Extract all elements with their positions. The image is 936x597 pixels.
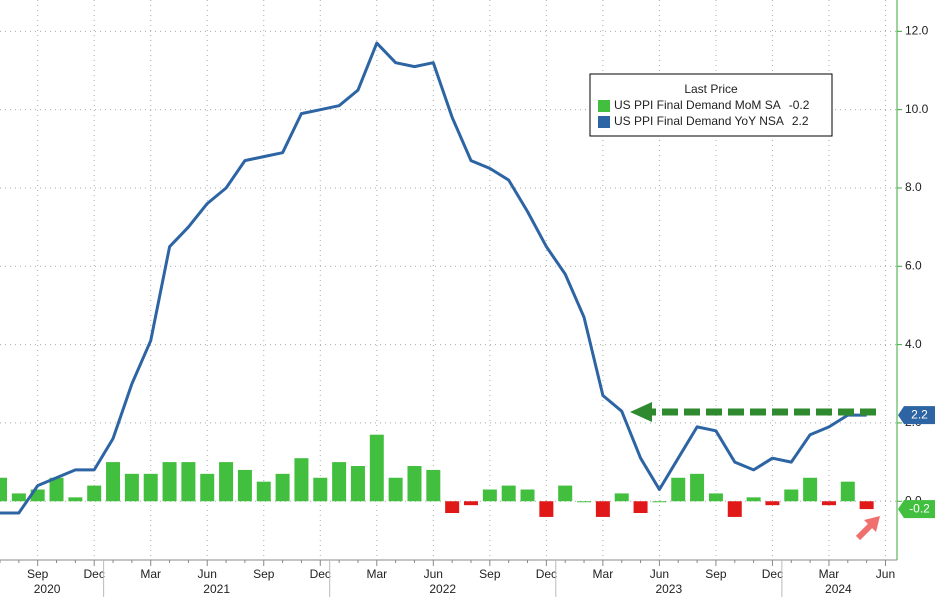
bar [124, 473, 139, 502]
bar [143, 473, 158, 502]
x-tick-label: Sep [253, 567, 275, 581]
x-tick-label: Jun [424, 567, 443, 581]
x-group-label: 2022 [429, 582, 456, 596]
bar [407, 466, 422, 502]
x-tick-label: Sep [27, 567, 49, 581]
bar [106, 462, 121, 502]
bar [256, 481, 271, 502]
annotations [630, 402, 880, 541]
x-tick-label: Jun [198, 567, 217, 581]
bar [87, 485, 102, 502]
bar [464, 501, 478, 506]
legend-value: -0.2 [789, 98, 810, 112]
legend-label: US PPI Final Demand YoY NSA [614, 114, 784, 128]
bar [539, 501, 554, 517]
bar [577, 501, 592, 503]
value-tag [904, 500, 935, 519]
x-tick-label: Jun [650, 567, 669, 581]
bar [369, 434, 384, 502]
x-tick-label: Dec [84, 567, 105, 581]
bar [821, 501, 836, 506]
x-tick-label: Sep [479, 567, 501, 581]
bar [727, 501, 742, 517]
bar [49, 477, 64, 502]
bar [520, 489, 535, 502]
x-tick-label: Jun [876, 567, 895, 581]
bar [840, 481, 855, 502]
legend-swatch [598, 116, 610, 128]
x-group-label: 2023 [655, 582, 682, 596]
bar [350, 466, 365, 502]
bar [671, 477, 686, 502]
bar [765, 501, 780, 506]
x-tick-label: Dec [536, 567, 557, 581]
x-tick-label: Mar [593, 567, 614, 581]
value-tag-label: 2.2 [911, 407, 928, 421]
y-tick-label: 6.0 [905, 258, 922, 272]
bar [11, 493, 26, 502]
y-tick-label: 10.0 [905, 102, 929, 116]
legend-label: US PPI Final Demand MoM SA [614, 98, 781, 112]
x-tick-label: Dec [762, 567, 783, 581]
legend-value: 2.2 [792, 114, 809, 128]
bar [746, 497, 761, 502]
bar [313, 477, 328, 502]
line [0, 41, 867, 515]
value-tag-label: -0.2 [909, 501, 930, 515]
x-tick-label: Mar [819, 567, 840, 581]
bar [652, 501, 667, 503]
bar [482, 489, 497, 502]
bar [859, 501, 874, 510]
x-tick-label: Sep [705, 567, 727, 581]
bar [784, 489, 799, 502]
bar [803, 477, 818, 502]
bar [690, 473, 705, 502]
x-group-label: 2024 [825, 582, 852, 596]
bar [30, 489, 45, 502]
bar [237, 469, 252, 502]
arrow-head [630, 402, 652, 422]
bar [558, 485, 573, 502]
x-group-label: 2021 [203, 582, 230, 596]
bar [200, 473, 215, 502]
legend: Last Price US PPI Final Demand MoM SA -0.… [589, 73, 833, 137]
bar [219, 462, 234, 502]
bar [614, 493, 629, 502]
bar [294, 458, 309, 502]
arrow-head [864, 516, 880, 532]
value-tag-pointer [898, 406, 904, 425]
bar [275, 473, 290, 502]
bar [332, 462, 347, 502]
bar [445, 501, 460, 514]
bar [595, 501, 610, 517]
y-tick-label: 12.0 [905, 24, 929, 38]
value-tag-pointer [898, 500, 904, 519]
x-tick-label: Mar [140, 567, 161, 581]
bar [181, 462, 196, 502]
y-tick-label: 8.0 [905, 180, 922, 194]
bar [426, 469, 441, 502]
bar [388, 477, 403, 502]
bar [708, 493, 723, 502]
y-tick-label: 4.0 [905, 337, 922, 351]
bar [633, 501, 648, 514]
legend-swatch [598, 100, 610, 112]
value-tag [904, 406, 935, 425]
x-tick-label: Dec [310, 567, 331, 581]
arrow-annotation [855, 521, 875, 541]
legend-title: Last Price [684, 82, 738, 96]
bar [162, 462, 177, 502]
x-tick-label: Mar [366, 567, 387, 581]
bar [501, 485, 516, 502]
bar [68, 497, 83, 502]
bar [0, 477, 7, 502]
x-group-label: 2020 [34, 582, 61, 596]
legend-box [589, 73, 833, 137]
